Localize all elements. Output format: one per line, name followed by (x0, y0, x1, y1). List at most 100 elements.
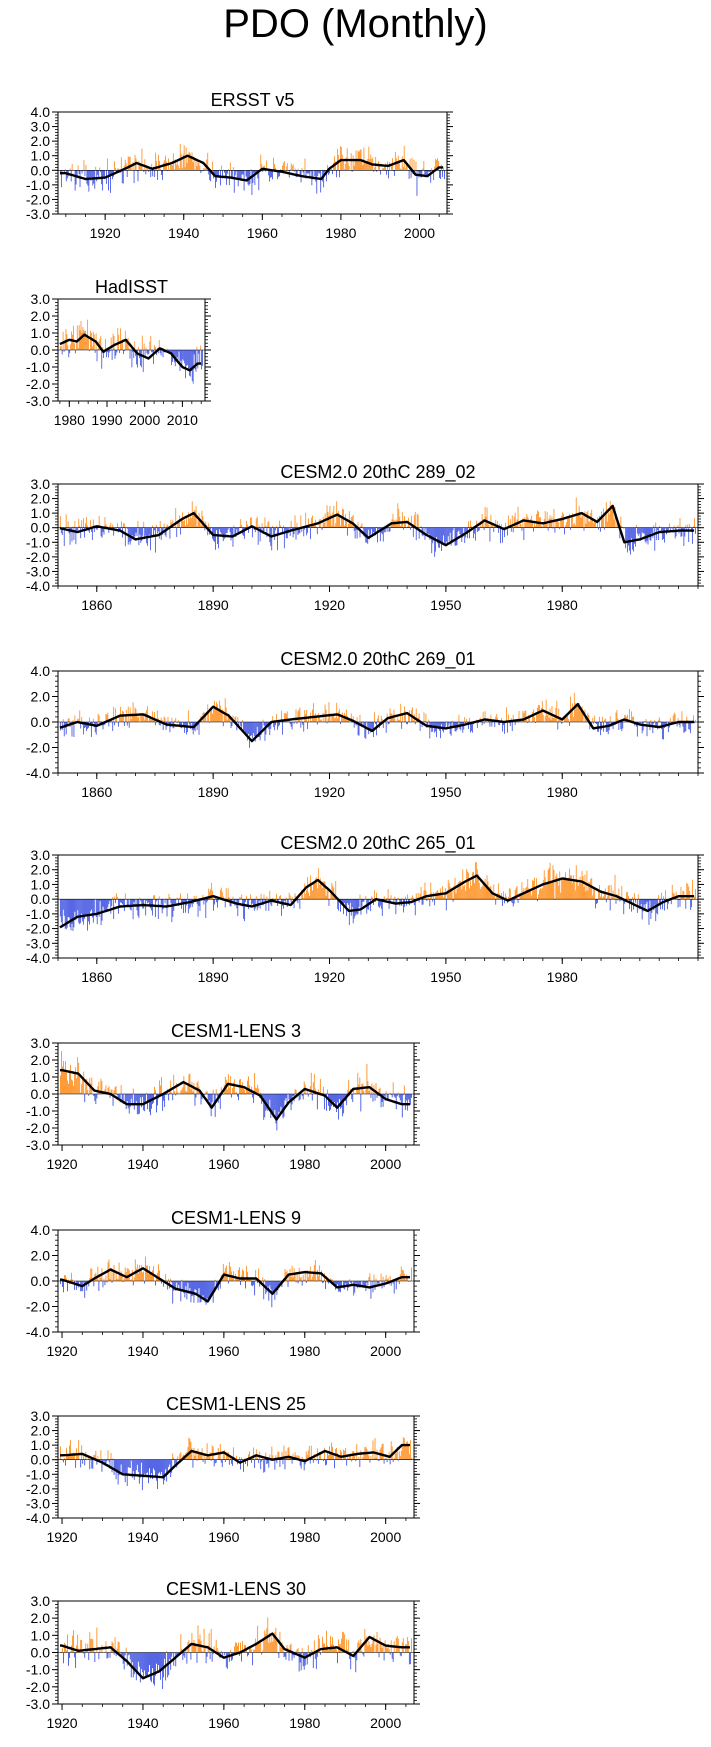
anomaly-bar (413, 159, 415, 171)
anomaly-bar (161, 1652, 163, 1670)
anomaly-bar (177, 165, 179, 171)
anomaly-bar (242, 170, 244, 175)
anomaly-bar (268, 1459, 270, 1468)
anomaly-bar (122, 339, 123, 350)
anomaly-bar (109, 525, 111, 528)
anomaly-bar (621, 722, 623, 732)
anomaly-bar (308, 1274, 310, 1281)
anomaly-bar (377, 1459, 379, 1461)
anomaly-bar (397, 1092, 399, 1094)
anomaly-bar (169, 1091, 171, 1094)
anomaly-bar (134, 341, 136, 350)
anomaly-bar (85, 1082, 87, 1094)
anomaly-bar (415, 893, 417, 900)
anomaly-bar (308, 1445, 310, 1460)
anomaly-bar (104, 1459, 106, 1466)
anomaly-bar (649, 899, 651, 901)
anomaly-bar (576, 880, 578, 900)
anomaly-bar (366, 1281, 368, 1283)
anomaly-bar (184, 722, 185, 733)
anomaly-bar (330, 1278, 331, 1281)
anomaly-bar (246, 170, 248, 182)
anomaly-bar (523, 527, 525, 541)
anomaly-bar (492, 894, 494, 900)
anomaly-bar (438, 722, 439, 730)
anomaly-bar (110, 1453, 112, 1460)
anomaly-bar (336, 1447, 337, 1460)
anomaly-bar (319, 1652, 321, 1655)
anomaly-bar (488, 525, 490, 528)
anomaly-bar (351, 1094, 353, 1100)
anomaly-bar (215, 1089, 217, 1094)
anomaly-bar (615, 899, 617, 904)
anomaly-bar (213, 1094, 215, 1107)
x-tick-label: 1950 (430, 597, 461, 613)
anomaly-bar (175, 717, 177, 722)
anomaly-bar (231, 1459, 233, 1466)
anomaly-bar (191, 899, 193, 907)
anomaly-bar (71, 163, 73, 171)
anomaly-bar (276, 714, 277, 722)
anomaly-bar (333, 1453, 334, 1460)
anomaly-bar (694, 896, 695, 900)
anomaly-bar (286, 1644, 288, 1653)
anomaly-bar (404, 1279, 406, 1281)
anomaly-bar (381, 719, 383, 722)
anomaly-bar (301, 1281, 303, 1286)
plot-frame (57, 854, 699, 959)
anomaly-bar (389, 1652, 391, 1655)
anomaly-bar (250, 899, 252, 905)
anomaly-bar (379, 1087, 381, 1094)
anomaly-bar (275, 527, 277, 531)
anomaly-bar (285, 1094, 287, 1099)
anomaly-bar (65, 899, 67, 930)
anomaly-bar (288, 1275, 290, 1281)
anomaly-bar (134, 527, 136, 537)
anomaly-bar (542, 715, 544, 722)
anomaly-bar (111, 170, 112, 174)
anomaly-bar (148, 1459, 149, 1484)
anomaly-bar (251, 170, 253, 195)
anomaly-bar (653, 722, 655, 724)
anomaly-bar (144, 1094, 146, 1104)
anomaly-bar (568, 719, 569, 722)
anomaly-bar (154, 1086, 155, 1094)
anomaly-bar (432, 899, 434, 902)
anomaly-bar (275, 1455, 277, 1460)
anomaly-bar (169, 1652, 171, 1660)
anomaly-bar (142, 1094, 144, 1111)
anomaly-bar (82, 170, 84, 172)
anomaly-bar (205, 899, 207, 918)
anomaly-bar (360, 1450, 362, 1460)
anomaly-bars (60, 1256, 412, 1308)
anomaly-bar (247, 524, 248, 528)
anomaly-bar (379, 899, 381, 906)
anomaly-bar (438, 892, 439, 900)
anomaly-bar (93, 899, 95, 914)
x-tick-label: 1890 (198, 597, 229, 613)
anomaly-bar (534, 716, 535, 722)
anomaly-bar (131, 1652, 133, 1663)
anomaly-bar (409, 710, 410, 722)
anomaly-bar (481, 722, 483, 726)
anomaly-bar (207, 1454, 209, 1460)
anomaly-bar (356, 1088, 358, 1094)
x-tick-label: 1980 (289, 1529, 320, 1545)
y-tick-label: 1.0 (31, 325, 51, 341)
anomaly-bar (396, 1635, 398, 1653)
anomaly-bar (349, 899, 351, 903)
anomaly-bar (638, 899, 640, 910)
anomaly-bar (316, 722, 318, 725)
anomaly-bar (285, 1450, 287, 1460)
anomaly-bar (360, 1094, 362, 1112)
anomaly-bar (279, 1094, 281, 1116)
anomaly-bar (212, 161, 214, 171)
anomaly-bar (396, 162, 398, 171)
anomaly-bar (112, 1094, 114, 1106)
anomaly-bar (308, 892, 309, 900)
x-tick-label: 1980 (289, 1715, 320, 1731)
anomaly-bar (325, 1648, 326, 1653)
anomaly-bar (610, 506, 612, 528)
anomaly-bar (641, 722, 643, 734)
anomaly-bar (212, 1652, 214, 1655)
